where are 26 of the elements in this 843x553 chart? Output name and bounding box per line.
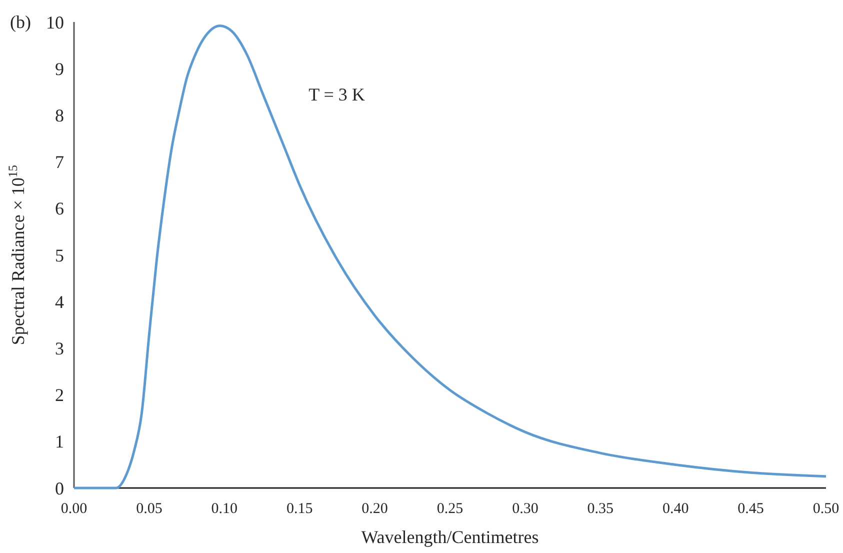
x-tick-label: 0.25 — [436, 501, 464, 517]
y-tick-label: 5 — [55, 245, 64, 266]
y-tick-label: 1 — [55, 432, 64, 452]
x-tick-label: 0.20 — [362, 501, 388, 517]
text: (b) — [10, 12, 31, 32]
y-tick-label: 10 — [46, 12, 64, 32]
line-series — [72, 24, 828, 490]
x-tick-label: 0.30 — [512, 501, 538, 517]
x-tick-label: 0.10 — [211, 501, 238, 517]
x-tick-label: 0.05 — [136, 501, 162, 517]
x-tick-label: 0.00 — [60, 501, 88, 517]
x-tick-label: 0.45 — [738, 501, 764, 517]
y-tick-label: 7 — [55, 152, 64, 172]
annotation: T = 3 K — [308, 84, 365, 105]
x-axis-title: Wavelength/Centimetres — [361, 527, 539, 547]
y-tick-label: 0 — [55, 478, 64, 498]
x-tick-label: 0.40 — [662, 501, 689, 517]
y-tick-label: 8 — [55, 106, 64, 126]
y-tick-label: 3 — [55, 338, 64, 358]
x-tick-label: 0.15 — [286, 501, 313, 517]
x-tick-label: 0.35 — [587, 501, 614, 517]
y-tick-label: 6 — [55, 198, 64, 219]
y-tick-label: 4 — [55, 292, 64, 312]
y-tick-label: 2 — [55, 385, 64, 406]
x-tick-label: 0.50 — [812, 501, 840, 517]
y-tick-label: 9 — [55, 58, 64, 79]
